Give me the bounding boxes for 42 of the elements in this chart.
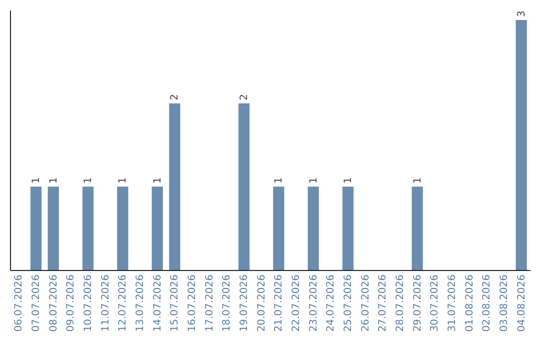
x-tick-label: 30.07.2026 [430,274,441,332]
x-tick-label: 01.08.2026 [464,274,476,332]
x-tick-label: 19.07.2026 [239,274,250,332]
data-label: 1 [31,177,42,184]
x-tick-label: 15.07.2026 [170,274,181,332]
x-tick-label: 31.07.2026 [447,274,458,332]
data-label: 1 [343,177,354,184]
x-tick-label: 08.07.2026 [48,274,60,332]
x-tick-label: 07.07.2026 [31,274,42,332]
x-tick-label: 18.07.2026 [222,274,233,332]
x-tick-label: 12.07.2026 [118,274,129,332]
data-label: 3 [516,10,528,17]
data-label: 1 [412,177,424,184]
data-label: 2 [170,94,181,100]
x-tick-label: 26.07.2026 [360,274,372,332]
data-label: 1 [274,177,285,184]
x-tick-label: 21.07.2026 [274,274,285,332]
x-tick-label: 10.07.2026 [83,274,94,332]
x-tick-label: 14.07.2026 [152,274,164,332]
x-tick-label: 28.07.2026 [395,274,406,332]
data-label: 2 [239,94,250,100]
x-tick-label: 23.07.2026 [308,274,320,332]
data-label: 1 [118,177,129,184]
x-tick-label: 06.07.2026 [14,274,25,332]
x-tick-label: 29.07.2026 [412,274,424,332]
x-tick-label: 17.07.2026 [204,274,216,332]
data-label: 1 [48,177,60,184]
x-tick-label: 22.07.2026 [291,274,302,332]
x-tick-label: 25.07.2026 [343,274,354,332]
data-label: 1 [83,177,94,184]
x-tick-label: 11.07.2026 [100,274,112,332]
x-tick-label: 20.07.2026 [256,274,268,332]
data-label: 1 [152,177,164,184]
x-tick-label: 13.07.2026 [135,274,146,332]
x-tick-label: 04.08.2026 [516,274,528,332]
x-tick-label: 09.07.2026 [66,274,77,332]
x-tick-label: 16.07.2026 [187,274,198,332]
x-tick-label: 27.07.2026 [378,274,389,332]
data-label: 1 [308,177,320,184]
x-tick-label: 03.08.2026 [499,274,510,332]
x-tick-label: 02.08.2026 [482,274,493,332]
x-tick-label: 24.07.2026 [326,274,337,332]
